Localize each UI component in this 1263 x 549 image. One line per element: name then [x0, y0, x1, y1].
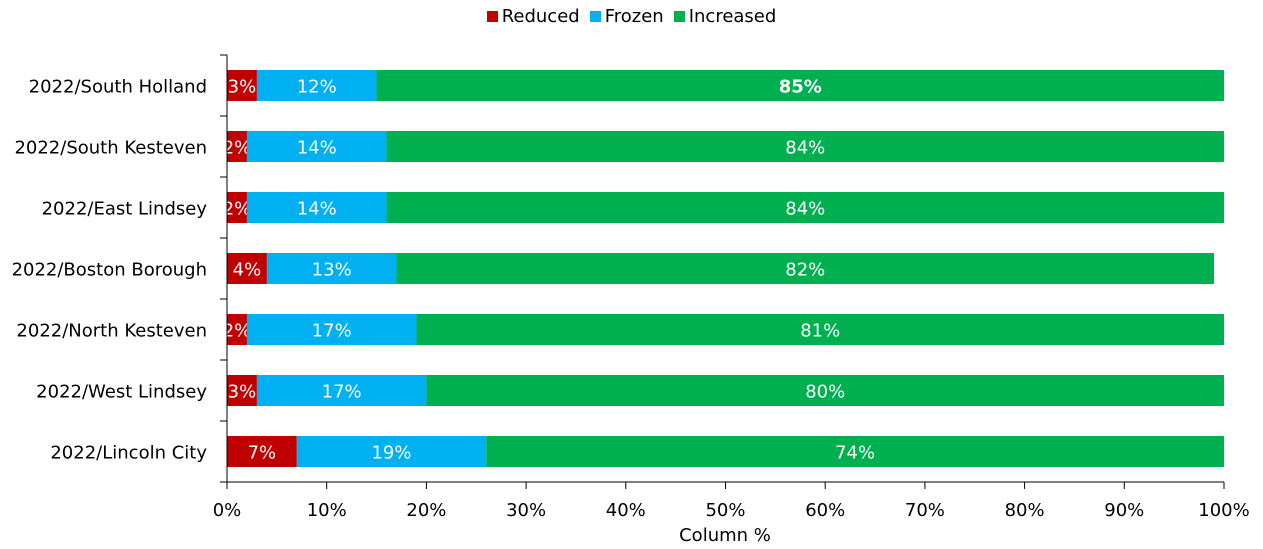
bars-group: 3% 12% 85% 2% 14% 84% 2% 14% 84% 4% 13% 82% 2% 17% 81%…: [223, 70, 1225, 467]
x-tick-label-6: 60%: [805, 500, 845, 521]
data-label-reduced-2022-lincoln-city: 7%: [248, 443, 277, 464]
x-tick-label-5: 50%: [705, 500, 745, 521]
legend: Reduced Frozen Increased: [0, 6, 1263, 27]
x-tick-label-4: 40%: [606, 500, 646, 521]
data-label-frozen-2022-east-lindsey: 14%: [297, 199, 337, 220]
data-label-reduced-2022-south-kesteven: 2%: [223, 138, 252, 159]
legend-swatch-reduced: [486, 11, 498, 22]
bar-frozen-2022-lincoln-city: [296, 436, 487, 467]
bar-increased-2022-south-kesteven: [386, 131, 1224, 162]
category-label-2022-south-holland: 2022/South Holland: [29, 77, 207, 98]
axes-group: 2022/South Holland 2022/South Kesteven 202…: [12, 54, 1250, 521]
x-tick-label-9: 90%: [1104, 500, 1144, 521]
legend-item-increased: Increased: [673, 6, 777, 27]
bar-reduced-2022-south-kesteven: [227, 131, 247, 162]
bar-reduced-2022-east-lindsey: [227, 192, 247, 223]
bar-frozen-2022-south-kesteven: [246, 131, 387, 162]
data-label-reduced-2022-north-kesteven: 2%: [223, 321, 252, 342]
legend-label-increased: Increased: [688, 6, 777, 27]
x-tick-label-3: 30%: [506, 500, 546, 521]
legend-item-reduced: Reduced: [486, 6, 580, 27]
bar-increased-2022-east-lindsey: [386, 192, 1224, 223]
bar-frozen-2022-north-kesteven: [246, 314, 417, 345]
data-label-increased-2022-south-kesteven: 84%: [785, 138, 825, 159]
category-label-2022-lincoln-city: 2022/Lincoln City: [50, 443, 207, 464]
bar-increased-2022-south-holland: [376, 70, 1224, 101]
bar-reduced-2022-south-holland: [227, 70, 257, 101]
data-label-frozen-2022-south-holland: 12%: [297, 77, 337, 98]
data-label-increased-2022-north-kesteven: 81%: [800, 321, 840, 342]
bar-increased-2022-lincoln-city: [486, 436, 1225, 467]
category-label-2022-west-lindsey: 2022/West Lindsey: [36, 382, 207, 403]
data-label-reduced-2022-west-lindsey: 3%: [228, 382, 257, 403]
data-label-reduced-2022-east-lindsey: 2%: [223, 199, 252, 220]
data-label-reduced-2022-boston-borough: 4%: [233, 260, 262, 281]
legend-label-frozen: Frozen: [604, 6, 664, 27]
data-label-frozen-2022-lincoln-city: 19%: [371, 443, 411, 464]
data-label-increased-2022-west-lindsey: 80%: [805, 382, 845, 403]
data-label-increased-2022-lincoln-city: 74%: [835, 443, 875, 464]
x-tick-label-2: 20%: [406, 500, 446, 521]
x-tick-label-0: 0%: [213, 500, 242, 521]
category-label-2022-boston-borough: 2022/Boston Borough: [12, 260, 207, 281]
data-label-increased-2022-east-lindsey: 84%: [785, 199, 825, 220]
bar-increased-2022-west-lindsey: [426, 375, 1224, 406]
data-label-frozen-2022-south-kesteven: 14%: [297, 138, 337, 159]
legend-swatch-increased: [673, 11, 685, 22]
category-label-2022-south-kesteven: 2022/South Kesteven: [14, 138, 207, 159]
bar-reduced-2022-west-lindsey: [227, 375, 257, 406]
bar-increased-2022-north-kesteven: [416, 314, 1224, 345]
bar-frozen-2022-south-holland: [256, 70, 377, 101]
bar-reduced-2022-lincoln-city: [227, 436, 297, 467]
x-tick-label-1: 10%: [307, 500, 347, 521]
category-label-2022-north-kesteven: 2022/North Kesteven: [16, 321, 207, 342]
x-axis-title: Column %: [679, 525, 771, 546]
legend-swatch-frozen: [589, 11, 601, 22]
bar-frozen-2022-west-lindsey: [256, 375, 427, 406]
data-label-frozen-2022-west-lindsey: 17%: [322, 382, 362, 403]
legend-label-reduced: Reduced: [501, 6, 580, 27]
data-label-frozen-2022-north-kesteven: 17%: [312, 321, 352, 342]
legend-item-frozen: Frozen: [589, 6, 664, 27]
bar-frozen-2022-east-lindsey: [246, 192, 387, 223]
x-tick-label-7: 70%: [905, 500, 945, 521]
data-label-reduced-2022-south-holland: 3%: [228, 77, 257, 98]
bar-frozen-2022-boston-borough: [266, 253, 397, 284]
data-label-increased-2022-south-holland: 85%: [779, 77, 822, 98]
data-label-increased-2022-boston-borough: 82%: [785, 260, 825, 281]
x-tick-label-10: 100%: [1198, 500, 1249, 521]
data-label-frozen-2022-boston-borough: 13%: [312, 260, 352, 281]
bar-reduced-2022-boston-borough: [227, 253, 267, 284]
bar-reduced-2022-north-kesteven: [227, 314, 247, 345]
category-label-2022-east-lindsey: 2022/East Lindsey: [42, 199, 208, 220]
bar-increased-2022-boston-borough: [396, 253, 1215, 284]
x-tick-label-8: 80%: [1005, 500, 1045, 521]
